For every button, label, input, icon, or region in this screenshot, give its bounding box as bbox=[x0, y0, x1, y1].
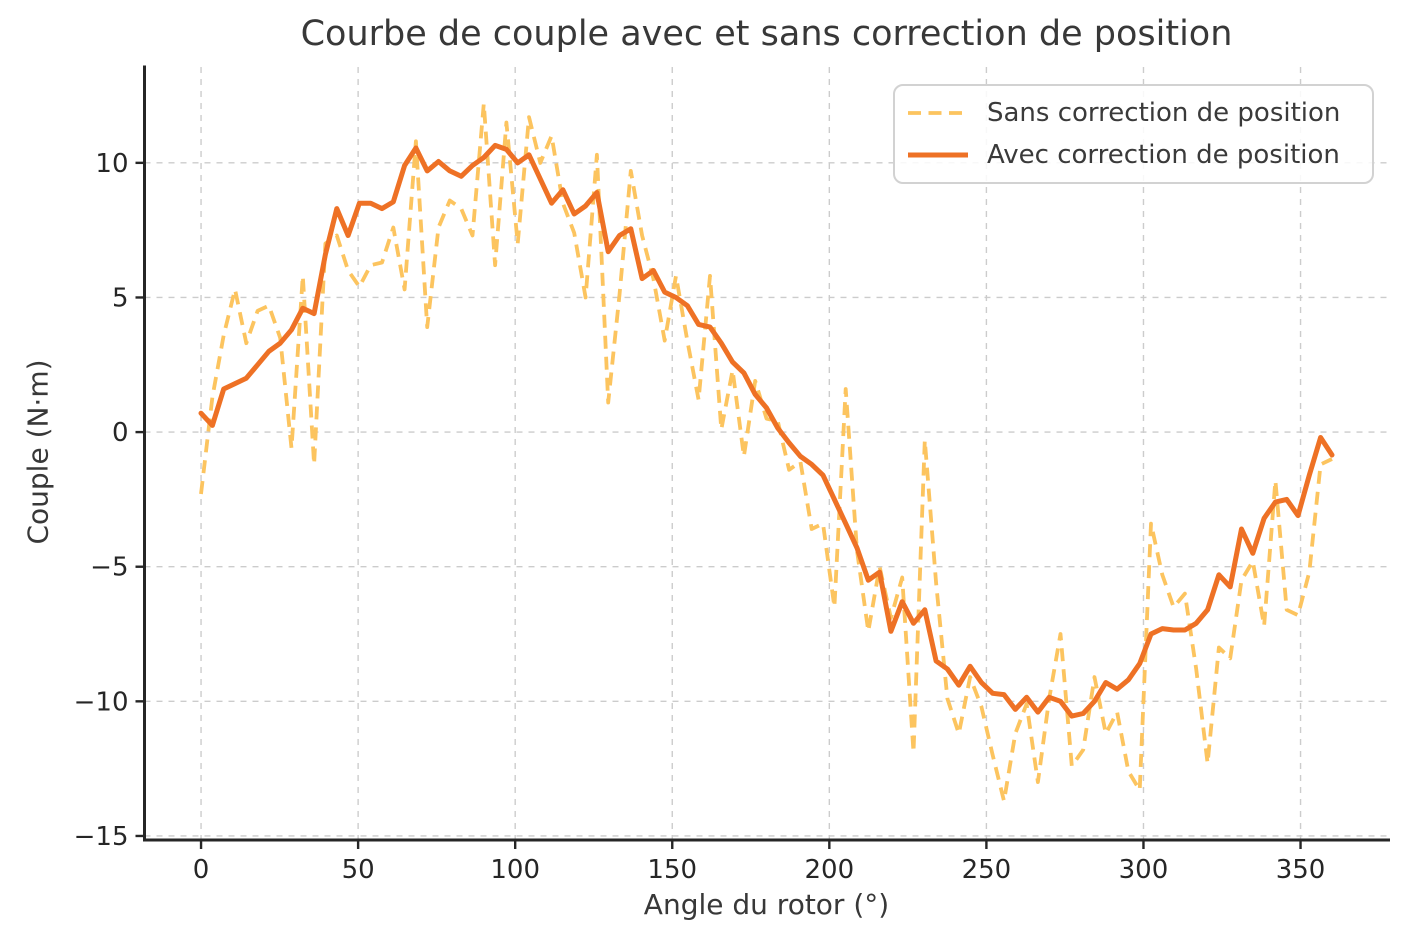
x-tick-label-300: 300 bbox=[1119, 855, 1169, 885]
y-tick-label--5: −5 bbox=[90, 553, 128, 583]
series-line-avec-correction bbox=[198, 142, 1335, 719]
x-tick-label-50: 50 bbox=[342, 855, 375, 885]
legend-label-sans-correction: Sans correction de position bbox=[987, 98, 1341, 128]
y-axis-label: Couple (N·m) bbox=[21, 359, 55, 545]
series-line-sans-correction bbox=[199, 101, 1333, 803]
y-tick-label-0: 0 bbox=[112, 418, 129, 448]
legend-label-avec-correction: Avec correction de position bbox=[987, 140, 1340, 170]
y-tick-label-10: 10 bbox=[95, 149, 128, 179]
x-tick-label-250: 250 bbox=[962, 855, 1012, 885]
chart-title: Courbe de couple avec et sans correction… bbox=[300, 14, 1233, 54]
y-tick-label--10: −10 bbox=[74, 687, 129, 717]
x-tick-label-200: 200 bbox=[805, 855, 855, 885]
tick-marks bbox=[135, 161, 1302, 849]
x-axis-label: Angle du rotor (°) bbox=[643, 888, 890, 921]
x-tick-label-150: 150 bbox=[647, 855, 697, 885]
legend-item-avec-correction: Avec correction de position bbox=[907, 136, 1356, 174]
spines bbox=[143, 65, 1390, 842]
x-tick-label-350: 350 bbox=[1276, 855, 1326, 885]
x-tick-label-0: 0 bbox=[193, 855, 210, 885]
y-tick-label--15: −15 bbox=[74, 822, 129, 852]
legend-item-sans-correction: Sans correction de position bbox=[907, 94, 1356, 132]
dashed-line-swatch-icon bbox=[908, 111, 968, 115]
solid-line-swatch-icon bbox=[908, 152, 968, 158]
y-tick-label-5: 5 bbox=[112, 283, 129, 313]
legend: Sans correction de position Avec correct… bbox=[893, 84, 1374, 184]
x-tick-label-100: 100 bbox=[490, 855, 540, 885]
